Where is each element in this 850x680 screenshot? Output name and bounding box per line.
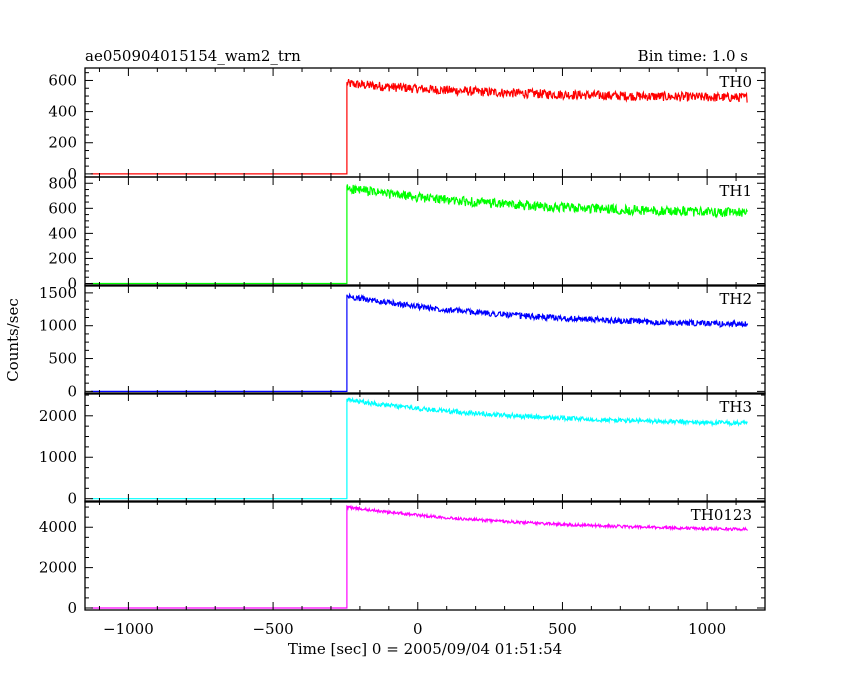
y-tick-label: 1500 <box>39 284 77 302</box>
y-tick-label: 2000 <box>39 407 77 425</box>
series-label-th0123: TH0123 <box>691 506 752 524</box>
panels-group: 0 200 400 600 TH0 0 200 400 600 800 TH1 0 500 1000 150… <box>39 67 766 617</box>
chart-title: ae050904015154_wam2_trn <box>85 47 301 65</box>
series-label-th3: TH3 <box>719 398 752 416</box>
y-tick-label: 1000 <box>39 448 77 466</box>
y-tick-label: 400 <box>48 224 77 242</box>
series-line-th1 <box>90 184 749 285</box>
series-line-th2 <box>90 292 749 392</box>
y-tick-label: 2000 <box>39 559 77 577</box>
y-tick-label: 200 <box>48 249 77 267</box>
y-tick-label: 500 <box>48 350 77 368</box>
panel-frame <box>84 176 766 287</box>
x-tick-label: 0 <box>413 620 423 638</box>
series-label-th1: TH1 <box>719 182 752 200</box>
y-tick-label: 0 <box>67 599 77 617</box>
y-tick-label: 400 <box>48 103 77 121</box>
y-tick-label: 4000 <box>39 518 77 536</box>
series-line-th0 <box>90 78 748 175</box>
x-axis: −1000 −500 0 500 1000 <box>103 620 726 638</box>
y-tick-label: 0 <box>67 165 77 183</box>
y-tick-label: 600 <box>48 71 77 89</box>
y-axis-label: Counts/sec <box>4 298 22 382</box>
series-label-th0: TH0 <box>719 73 752 91</box>
panel-frame <box>84 392 766 503</box>
y-tick-label: 0 <box>67 274 77 292</box>
series-label-th2: TH2 <box>719 290 752 308</box>
x-tick-label: −500 <box>252 620 293 638</box>
x-axis-label: Time [sec] 0 = 2005/09/04 01:51:54 <box>288 640 562 658</box>
x-tick-label: −1000 <box>103 620 154 638</box>
panel-th0: 0 200 400 600 TH0 <box>48 67 766 183</box>
panel-frame <box>84 284 766 395</box>
y-tick-label: 1000 <box>39 317 77 335</box>
y-tick-label: 0 <box>67 490 77 508</box>
series-line-th0123 <box>90 504 749 609</box>
panel-th0123: 0 2000 4000 TH0123 <box>39 500 766 617</box>
bin-time-label: Bin time: 1.0 s <box>638 47 748 65</box>
y-tick-label: 200 <box>48 134 77 152</box>
panel-th3: 0 1000 2000 TH3 <box>39 392 766 508</box>
y-tick-label: 800 <box>48 174 77 192</box>
series-line-th3 <box>90 396 748 500</box>
panel-frame <box>84 500 766 611</box>
x-tick-label: 500 <box>548 620 577 638</box>
panel-th1: 0 200 400 600 800 TH1 <box>48 174 766 292</box>
y-tick-label: 0 <box>67 382 77 400</box>
x-tick-label: 1000 <box>688 620 726 638</box>
y-tick-label: 600 <box>48 199 77 217</box>
panel-frame <box>84 67 766 178</box>
panel-th2: 0 500 1000 1500 TH2 <box>39 284 766 400</box>
